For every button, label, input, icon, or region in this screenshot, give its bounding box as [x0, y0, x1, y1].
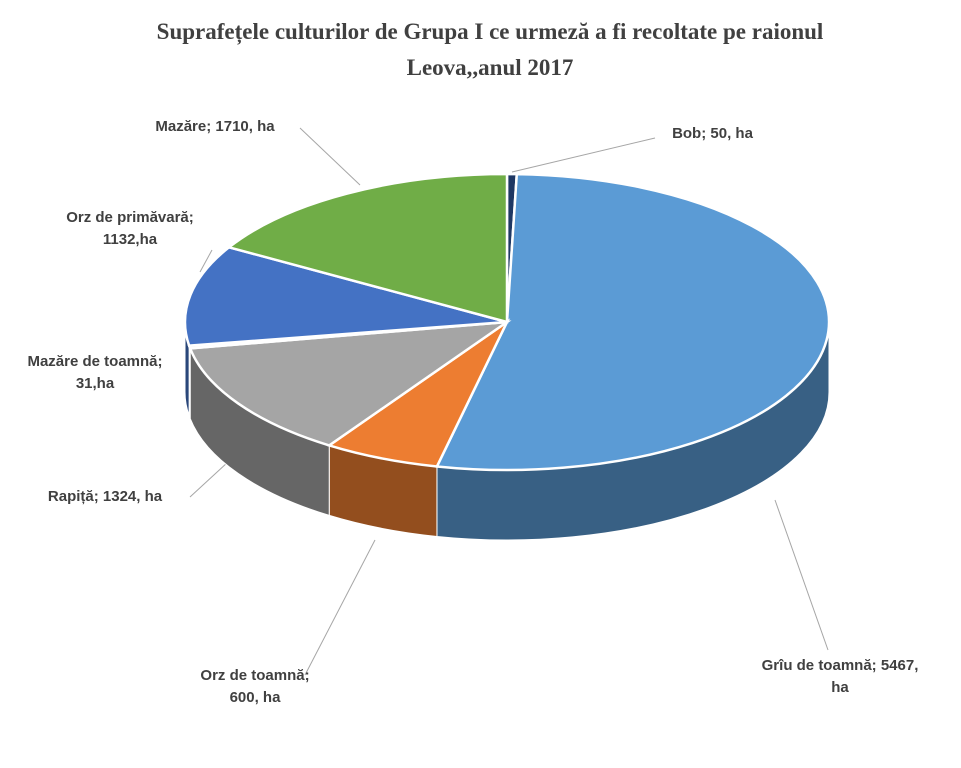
leader-line	[189, 461, 229, 498]
data-label: Grîu de toamnă; 5467, ha	[761, 657, 919, 696]
data-label: Bob; 50, ha	[672, 125, 753, 142]
data-label: Mazăre; 1710, ha	[155, 118, 275, 135]
data-label: Mazăre de toamnă; 31,ha	[27, 353, 163, 392]
leader-line	[299, 127, 361, 186]
slice	[188, 320, 512, 447]
chart-title: Suprafețele culturilor de Grupa I ce urm…	[156, 19, 824, 80]
data-label: Orz de primăvară; 1132,ha	[66, 209, 194, 248]
slice-tops	[183, 172, 831, 472]
data-label: Orz de toamnă; 600, ha	[200, 667, 310, 706]
slice	[435, 172, 831, 472]
leader-line	[774, 499, 829, 651]
leader-line	[199, 249, 213, 273]
leader-lines	[189, 127, 829, 676]
data-label: Rapiță; 1324, ha	[47, 488, 163, 505]
slice	[226, 172, 509, 324]
leader-line	[304, 539, 376, 676]
slice	[183, 245, 508, 347]
leader-line	[511, 137, 656, 173]
